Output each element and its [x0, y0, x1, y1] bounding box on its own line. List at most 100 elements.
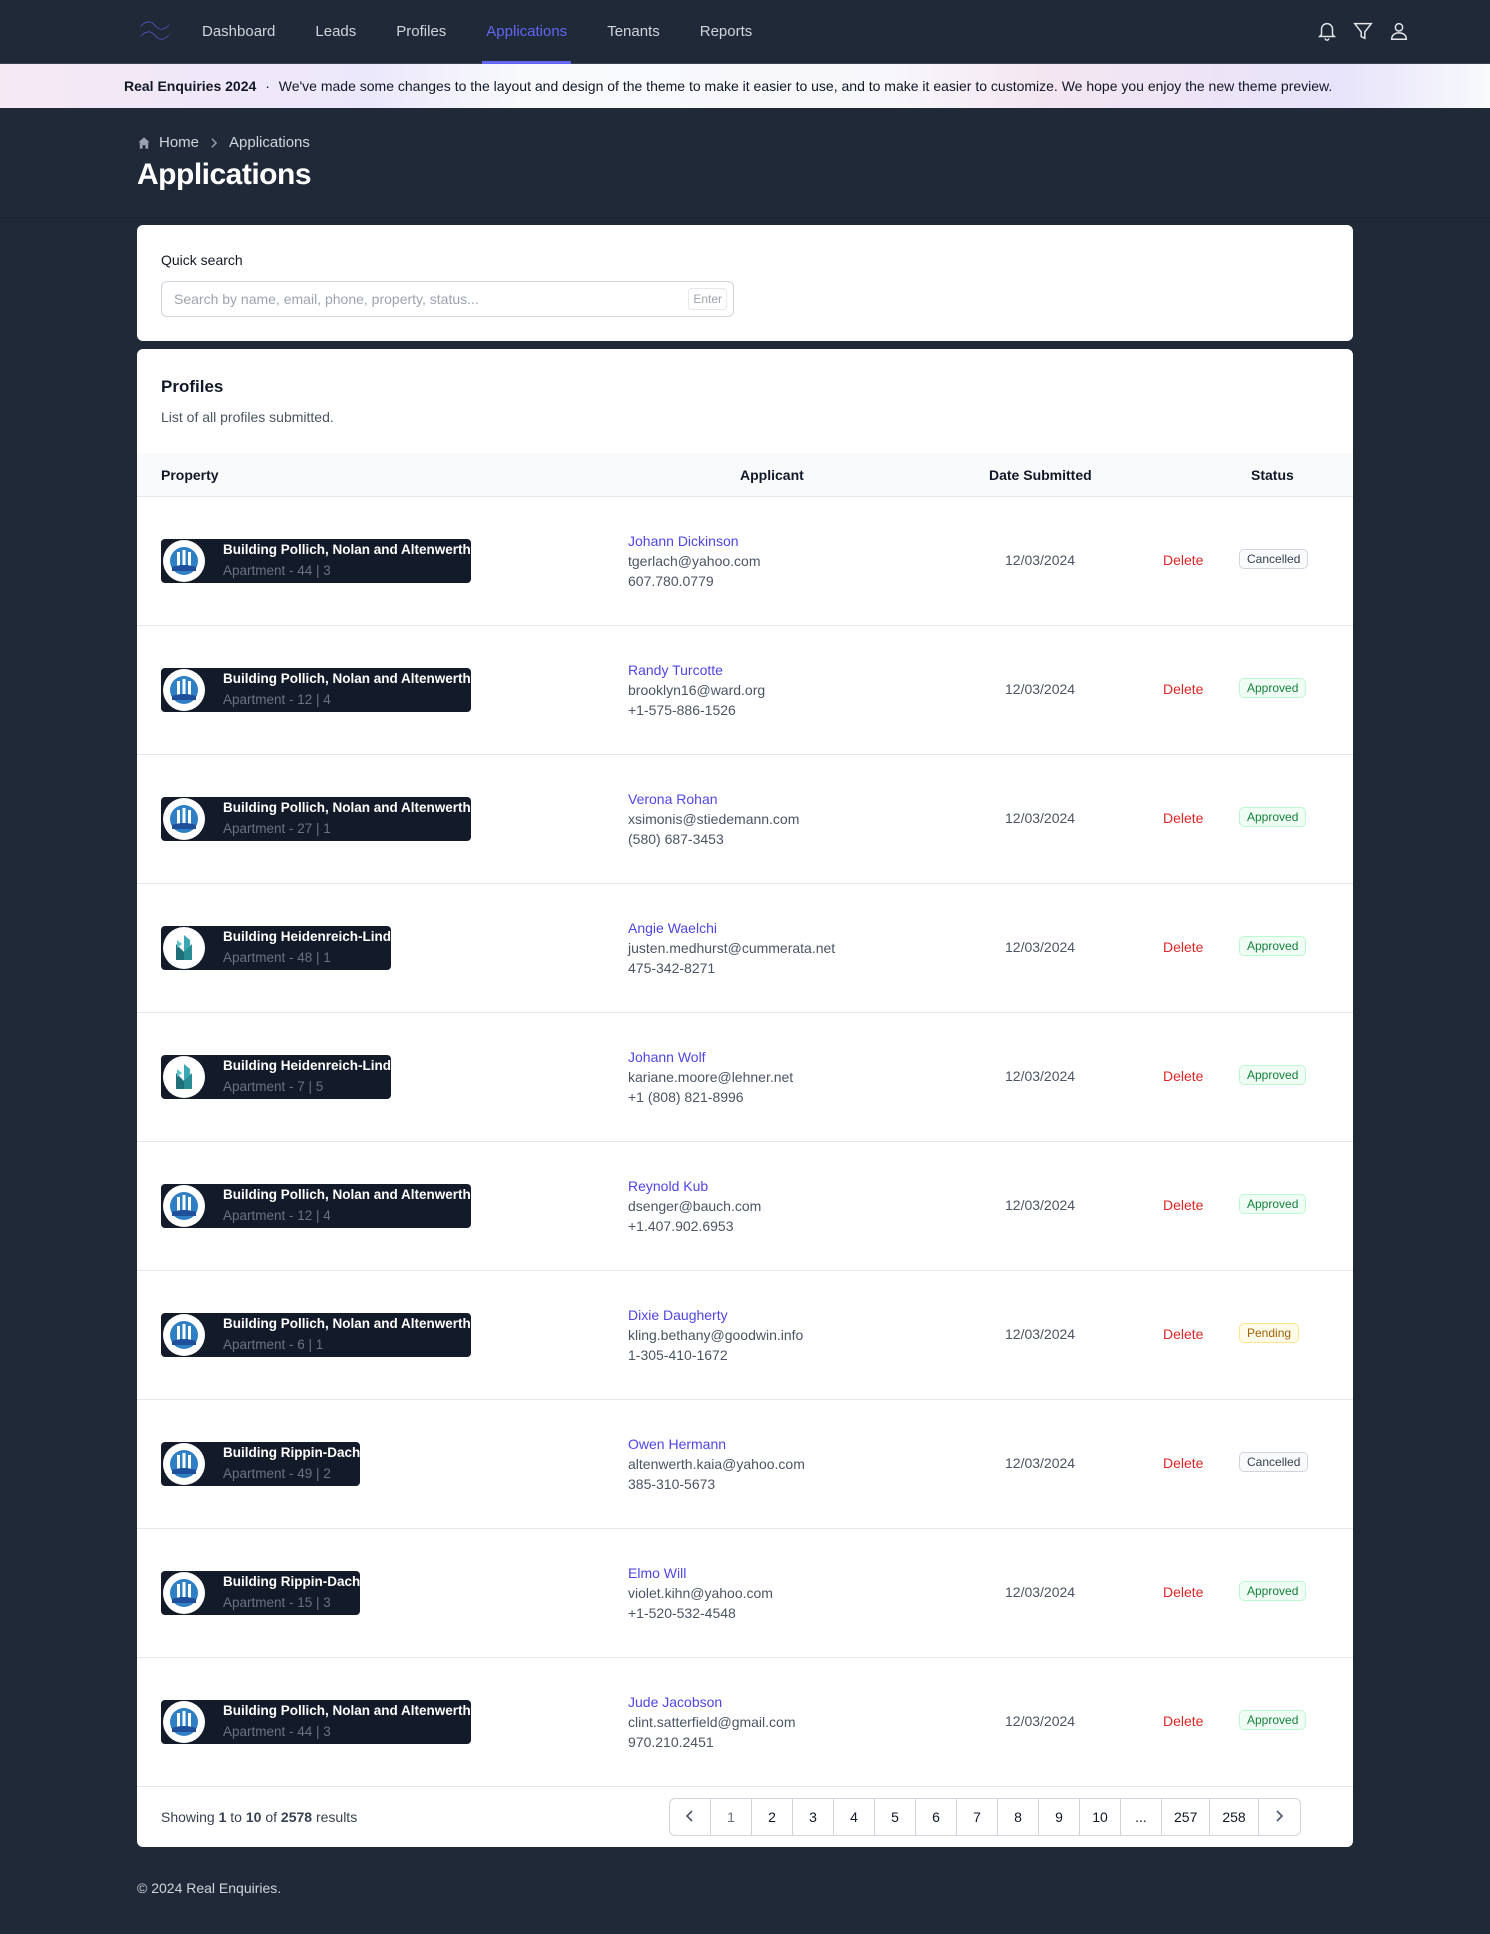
- applicant-name[interactable]: Verona Rohan: [628, 791, 718, 807]
- delete-button[interactable]: Delete: [1163, 681, 1204, 697]
- applicant-name[interactable]: Johann Dickinson: [628, 533, 739, 549]
- pagination: 1 2 3 4 5 6 7 8 9 10... 257 258: [669, 1798, 1301, 1836]
- applicant-phone: +1.407.902.6953: [628, 1218, 734, 1234]
- banner-brand: Real Enquiries 2024: [124, 78, 257, 94]
- filter-icon[interactable]: [1352, 20, 1374, 42]
- property-card[interactable]: Building Pollich, Nolan and Altenwerth Ap…: [161, 539, 471, 583]
- applicant-phone: +1-575-886-1526: [628, 702, 736, 718]
- applicant-name[interactable]: Reynold Kub: [628, 1178, 709, 1194]
- quick-search-label: Quick search: [161, 252, 243, 268]
- delete-button[interactable]: Delete: [1163, 552, 1204, 568]
- page-button[interactable]: ...: [1121, 1799, 1162, 1835]
- page-button[interactable]: 3: [793, 1799, 834, 1835]
- delete-button[interactable]: Delete: [1163, 1584, 1204, 1600]
- table-row: Building Pollich, Nolan and Altenwerth Ap…: [137, 1271, 1353, 1400]
- logo-icon[interactable]: [137, 18, 173, 44]
- applicant-name[interactable]: Angie Waelchi: [628, 920, 717, 936]
- table-row: Building Heidenreich-Lind Apartment - 48 …: [137, 884, 1353, 1013]
- status-badge: Cancelled: [1239, 549, 1309, 569]
- property-card[interactable]: Building Pollich, Nolan and Altenwerth Ap…: [161, 1313, 471, 1357]
- status-badge: Pending: [1239, 1323, 1300, 1343]
- delete-button[interactable]: Delete: [1163, 1068, 1204, 1084]
- applicant-phone: 607.780.0779: [628, 573, 714, 589]
- profiles-card: Profiles List of all profiles submitted.…: [137, 349, 1353, 1847]
- property-card[interactable]: Building Heidenreich-Lind Apartment - 7 |…: [161, 1055, 391, 1099]
- profiles-title: Profiles: [161, 377, 224, 396]
- user-icon[interactable]: [1388, 20, 1410, 42]
- page-button[interactable]: 8: [998, 1799, 1039, 1835]
- page-button[interactable]: 10: [1080, 1799, 1121, 1835]
- table-row: Building Pollich, Nolan and Altenwerth Ap…: [137, 1658, 1353, 1787]
- delete-button[interactable]: Delete: [1163, 1326, 1204, 1342]
- delete-button[interactable]: Delete: [1163, 1713, 1204, 1729]
- search-input[interactable]: Search by name, email, phone, property, …: [161, 281, 734, 317]
- date-submitted: 12/03/2024: [1005, 1455, 1076, 1471]
- status-badge: Approved: [1239, 678, 1307, 698]
- property-card[interactable]: Building Heidenreich-Lind Apartment - 48 …: [161, 926, 391, 970]
- applicant-email: tgerlach@yahoo.com: [628, 553, 761, 569]
- delete-button[interactable]: Delete: [1163, 810, 1204, 826]
- next-page-button[interactable]: [1259, 1799, 1300, 1835]
- property-card[interactable]: Building Rippin-Dach Apartment - 15 | 3: [161, 1571, 361, 1615]
- status-badge: Cancelled: [1239, 1452, 1309, 1472]
- building-name: Building Heidenreich-Lind: [223, 929, 391, 944]
- applicant-name[interactable]: Jude Jacobson: [628, 1694, 723, 1710]
- building-name: Building Heidenreich-Lind: [223, 1058, 391, 1073]
- applicant-email: violet.kihn@yahoo.com: [628, 1585, 773, 1601]
- apartment-label: Apartment - 12 | 4: [223, 692, 331, 707]
- home-icon[interactable]: [137, 136, 151, 150]
- building-name: Building Rippin-Dach: [223, 1574, 361, 1589]
- page-button[interactable]: 9: [1039, 1799, 1080, 1835]
- date-submitted: 12/03/2024: [1005, 1068, 1076, 1084]
- property-card[interactable]: Building Pollich, Nolan and Altenwerth Ap…: [161, 1700, 471, 1744]
- banner-message: We've made some changes to the layout an…: [278, 78, 1333, 94]
- page-button[interactable]: 4: [834, 1799, 875, 1835]
- status-badge: Approved: [1239, 1065, 1307, 1085]
- apartment-label: Apartment - 12 | 4: [223, 1208, 331, 1223]
- applicant-email: justen.medhurst@cummerata.net: [628, 940, 836, 956]
- status-badge: Approved: [1239, 936, 1307, 956]
- nav-tenants[interactable]: Tenants: [607, 23, 660, 40]
- nav-profiles[interactable]: Profiles: [396, 23, 447, 40]
- date-submitted: 12/03/2024: [1005, 681, 1076, 697]
- page-button[interactable]: 2: [752, 1799, 793, 1835]
- applicant-name[interactable]: Owen Hermann: [628, 1436, 727, 1452]
- property-card[interactable]: Building Pollich, Nolan and Altenwerth Ap…: [161, 1184, 471, 1228]
- nav-leads[interactable]: Leads: [315, 23, 357, 40]
- breadcrumb-home[interactable]: Home: [159, 134, 200, 151]
- showing-from: 1: [218, 1809, 227, 1825]
- breadcrumb-current[interactable]: Applications: [229, 134, 310, 151]
- applicant-name[interactable]: Elmo Will: [628, 1565, 687, 1581]
- bell-icon[interactable]: [1316, 20, 1338, 42]
- nav-applications[interactable]: Applications: [482, 0, 572, 64]
- page-button[interactable]: 5: [875, 1799, 916, 1835]
- banner-separator: ·: [265, 78, 270, 94]
- page-button[interactable]: 7: [957, 1799, 998, 1835]
- date-submitted: 12/03/2024: [1005, 1713, 1076, 1729]
- apartment-label: Apartment - 49 | 2: [223, 1466, 331, 1481]
- delete-button[interactable]: Delete: [1163, 1455, 1204, 1471]
- applicant-phone: 1-305-410-1672: [628, 1347, 728, 1363]
- applicant-name[interactable]: Johann Wolf: [628, 1049, 706, 1065]
- chevron-left-icon: [685, 1810, 693, 1822]
- building-name: Building Pollich, Nolan and Altenwerth: [223, 542, 471, 557]
- page-button[interactable]: 258: [1210, 1799, 1259, 1835]
- nav-dashboard[interactable]: Dashboard: [202, 23, 276, 40]
- page-button[interactable]: 6: [916, 1799, 957, 1835]
- delete-button[interactable]: Delete: [1163, 939, 1204, 955]
- applicant-name[interactable]: Randy Turcotte: [628, 662, 723, 678]
- page-button[interactable]: 257: [1162, 1799, 1211, 1835]
- building-logo-icon: [163, 1701, 205, 1743]
- property-card[interactable]: Building Pollich, Nolan and Altenwerth Ap…: [161, 797, 471, 841]
- building-name: Building Pollich, Nolan and Altenwerth: [223, 1187, 471, 1202]
- page-button[interactable]: 1: [711, 1799, 752, 1835]
- nav-reports[interactable]: Reports: [699, 23, 753, 40]
- table-row: Building Pollich, Nolan and Altenwerth Ap…: [137, 1142, 1353, 1271]
- applicant-name[interactable]: Dixie Daugherty: [628, 1307, 728, 1323]
- showing-results-word: results: [315, 1809, 358, 1825]
- property-card[interactable]: Building Rippin-Dach Apartment - 49 | 2: [161, 1442, 361, 1486]
- property-card[interactable]: Building Pollich, Nolan and Altenwerth Ap…: [161, 668, 471, 712]
- delete-button[interactable]: Delete: [1163, 1197, 1204, 1213]
- applicant-phone: +1 (808) 821-8996: [628, 1089, 744, 1105]
- previous-page-button[interactable]: [670, 1799, 711, 1835]
